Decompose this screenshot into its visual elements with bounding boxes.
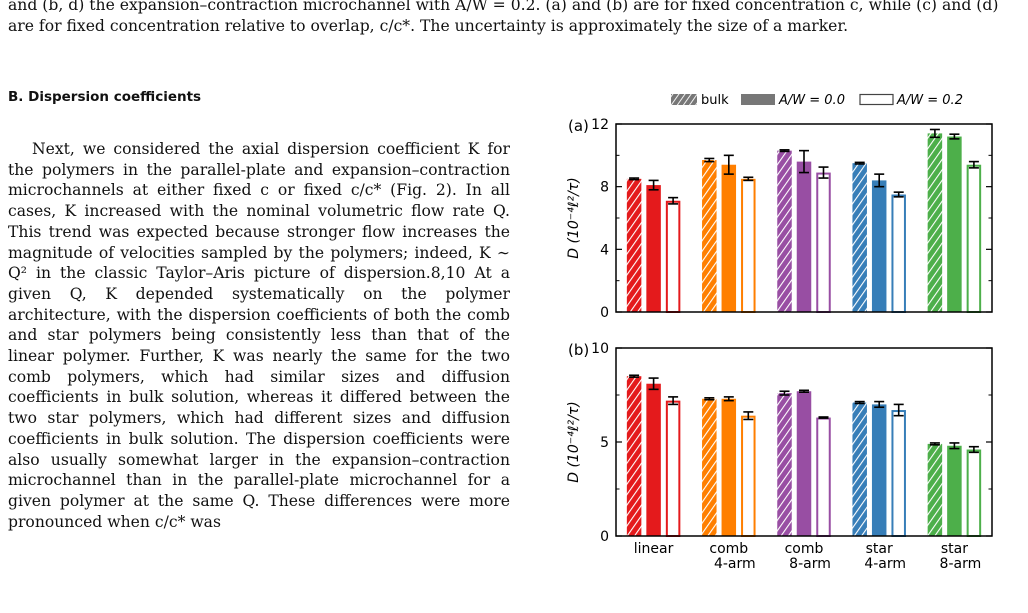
bar-0-star8-s2 <box>966 164 982 313</box>
y-tick-label-0: 4 <box>600 242 609 258</box>
bar-0-linear-s0 <box>626 178 642 312</box>
y-axis-label-0: D (10⁻⁴ℓ²/τ) <box>566 177 582 259</box>
legend-aw0-label: A/W = 0.0 <box>778 93 845 108</box>
legend-aw2-swatch <box>859 93 894 106</box>
bar-0-comb8-s0 <box>777 150 792 312</box>
x-tick-label-star8: 8-arm <box>940 556 982 572</box>
x-tick-label-linear: linear <box>634 541 674 557</box>
bar-1-star4-s0 <box>852 402 867 536</box>
bar-1-linear-s2 <box>665 400 681 538</box>
bar-1-star8-s1 <box>947 445 962 536</box>
panel-label-1: (b) <box>568 341 589 359</box>
x-tick-label-comb8: comb <box>785 541 824 557</box>
bar-1-star4-s2 <box>891 410 906 538</box>
y-tick-label-0: 8 <box>600 180 609 196</box>
y-tick-label-1: 10 <box>591 341 609 357</box>
bar-1-comb8-s2 <box>816 417 831 537</box>
bar-0-comb4-s0 <box>702 160 717 312</box>
bar-1-comb4-s2 <box>741 415 756 537</box>
legend-aw0-swatch <box>741 94 775 105</box>
bar-0-comb8-s2 <box>816 172 831 313</box>
bar-1-star8-s0 <box>927 443 943 536</box>
bar-1-comb8-s0 <box>777 393 792 536</box>
legend-bulk-label: bulk <box>701 93 729 108</box>
bar-0-comb4-s1 <box>721 164 737 312</box>
y-axis-label-1: D (10⁻⁴ℓ²/τ) <box>566 401 582 483</box>
x-tick-label-star8: star <box>941 541 968 557</box>
body-text: Next, we considered the axial dispersion… <box>8 139 510 532</box>
paragraph: Next, we considered the axial dispersion… <box>8 140 510 531</box>
panel-a: 0 4 8 12(a) D (10⁻⁴ℓ²/τ) <box>566 117 993 321</box>
bar-1-linear-s1 <box>646 383 661 536</box>
bar-1-linear-s0 <box>626 376 642 536</box>
panel-label-0: (a) <box>568 117 589 135</box>
bar-0-linear-s2 <box>665 200 681 313</box>
bar-0-star8-s1 <box>947 136 962 312</box>
bar-1-comb4-s1 <box>721 398 737 536</box>
x-tick-label-star4: star <box>866 541 893 557</box>
x-tick-label-star4: 4-arm <box>864 556 906 572</box>
chart-legend: bulk A/W = 0.0 A/W = 0.2 <box>671 93 963 108</box>
y-tick-label-0: 12 <box>591 117 609 133</box>
y-tick-label-0: 0 <box>600 305 609 321</box>
bar-0-comb4-s2 <box>741 178 756 314</box>
bar-0-linear-s1 <box>646 185 661 312</box>
bar-0-star4-s2 <box>891 194 906 313</box>
bar-1-comb8-s1 <box>796 391 812 536</box>
figure-caption: and (b, d) the expansion–contraction mic… <box>8 0 999 35</box>
x-tick-label-comb4: 4-arm <box>714 556 756 572</box>
bar-0-star4-s0 <box>852 163 867 312</box>
bar-0-star8-s0 <box>927 133 943 312</box>
bar-0-comb8-s1 <box>796 161 812 312</box>
bar-1-star4-s1 <box>871 404 887 536</box>
bar-1-comb4-s0 <box>702 398 717 536</box>
bar-0-star4-s1 <box>871 180 887 312</box>
x-tick-label-comb8: 8-arm <box>789 556 831 572</box>
legend-aw2-label: A/W = 0.2 <box>896 93 963 108</box>
y-tick-label-1: 5 <box>600 435 609 451</box>
x-tick-label-comb4: comb <box>709 541 748 557</box>
section-heading: B. Dispersion coefficients <box>8 89 202 105</box>
y-tick-label-1: 0 <box>600 529 609 545</box>
bar-1-star8-s2 <box>966 449 982 537</box>
dispersion-figure: bulk A/W = 0.0 A/W = 0.2 0 4 8 12(a) D (10⁻⁴… <box>566 93 993 572</box>
legend-bulk-swatch <box>671 94 697 105</box>
